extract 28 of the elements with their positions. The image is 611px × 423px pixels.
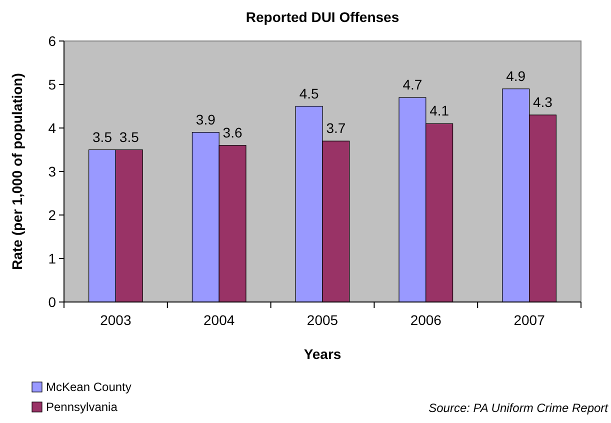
y-axis-title: Rate (per 1,000 of population) xyxy=(9,73,25,270)
y-tick-label: 6 xyxy=(48,32,56,49)
data-label: 4.3 xyxy=(533,94,553,110)
source-note: Source: PA Uniform Crime Report xyxy=(428,401,609,415)
x-axis-title: Years xyxy=(304,346,342,362)
y-tick-label: 3 xyxy=(48,163,56,180)
x-tick-label: 2007 xyxy=(514,312,546,328)
y-tick-label: 1 xyxy=(48,250,56,266)
data-label: 4.9 xyxy=(506,68,526,84)
data-label: 4.7 xyxy=(402,76,422,93)
y-tick-label: 2 xyxy=(48,206,56,223)
data-label: 3.9 xyxy=(196,111,216,128)
data-label: 3.5 xyxy=(92,128,112,145)
data-label: 4.5 xyxy=(299,85,319,102)
x-tick-label: 2006 xyxy=(410,312,442,328)
x-tick-label: 2004 xyxy=(204,312,235,328)
y-tick-label: 0 xyxy=(48,294,56,310)
data-label: 3.6 xyxy=(222,124,242,140)
chart-title: Reported DUI Offenses xyxy=(246,9,400,25)
data-label: 4.1 xyxy=(430,102,450,119)
data-label: 3.5 xyxy=(119,128,140,145)
x-tick-label: 2005 xyxy=(306,312,338,328)
x-tick-label: 2003 xyxy=(100,312,132,328)
y-tick-label: 4 xyxy=(48,120,56,136)
legend-label: McKean County xyxy=(46,380,132,394)
data-label: 3.7 xyxy=(326,120,346,136)
legend-label: Pennsylvania xyxy=(46,400,118,414)
y-tick-label: 5 xyxy=(48,76,56,92)
